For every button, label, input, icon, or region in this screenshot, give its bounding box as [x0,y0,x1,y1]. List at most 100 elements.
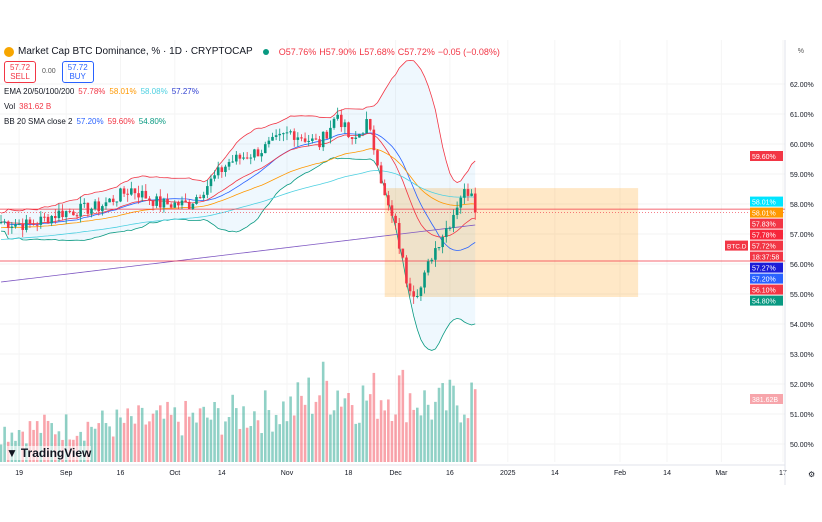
candle [137,185,140,204]
candle [101,204,104,216]
candle-body [216,167,220,176]
candle-body [90,208,93,214]
candle-body [318,139,321,148]
candle [339,109,343,132]
candle [434,241,437,267]
candle-body [75,215,79,217]
symbol-tag: BTC.D [727,244,747,251]
candle-body [21,223,25,230]
candle-body [111,198,115,202]
volume-bar [0,444,3,462]
candle [303,132,307,144]
candle [79,196,82,223]
candle [191,202,195,211]
y-tick-label: 59.00% [790,172,814,179]
candle-body [256,149,260,157]
candle-body [296,137,300,140]
candle [180,196,184,210]
candle [202,191,206,201]
buy-button[interactable]: 57.72 BUY [61,61,94,83]
candle-body [177,202,180,206]
candle-body [144,190,148,199]
candle [169,202,173,209]
candle-body [162,198,166,208]
candle-body [187,201,191,209]
volume-bar [289,396,292,462]
bollinger-band-fill [1,60,476,351]
candle-body [448,227,452,229]
volume-bar [108,426,111,462]
candle-body [133,188,137,194]
candle [242,152,245,161]
volume-indicator[interactable]: Vol 381.62 B [4,102,52,111]
volume-bar [397,375,401,462]
candle [0,214,3,225]
candle [238,153,242,165]
tv-logo-icon: ▼ [6,446,18,460]
candle [57,203,61,222]
candle [61,204,64,221]
volume-bar [361,385,365,462]
candle [184,193,187,203]
candle-body [397,223,401,249]
candle-body [441,236,444,248]
candle [10,221,14,234]
candle [332,116,336,130]
candle-body [151,200,155,206]
candle [452,209,455,233]
volume-bar [198,408,202,462]
spread: 0.00 [42,68,56,75]
price-label-bg [750,262,783,273]
y-tick-label: 61.00% [790,112,814,119]
market-status-icon [262,49,269,55]
volume-bar [459,422,463,462]
volume-bar [115,409,119,462]
candle [318,135,321,151]
ema-indicator[interactable]: EMA 20/50/100/200 57.78% 58.01% 58.08% 57.2… [4,87,199,96]
volume-label-bg [750,394,783,404]
volume-bar [245,427,249,462]
candle-body [274,135,278,137]
volume-bar [412,409,415,462]
price-label-bg [750,229,783,240]
candle-body [444,228,448,237]
volume-bar [318,395,321,462]
candle [325,130,329,139]
candle [423,270,426,294]
symbol-title[interactable]: Market Cap BTC Dominance, % · 1D · CRYPT… [18,46,253,57]
bb-indicator[interactable]: BB 20 SMA close 2 57.20% 59.60% 54.80% [4,117,166,126]
candle-body [17,223,21,225]
candle [46,213,50,224]
candle-body [6,221,10,228]
volume-bar [32,429,35,462]
candle-body [28,219,32,224]
volume-bar [191,412,195,462]
volume-bar [416,407,419,462]
candle [82,198,86,208]
volume-bar [93,428,97,462]
volume-bar [46,420,50,462]
candle-body [64,211,68,218]
candle [220,165,224,178]
candle-body [35,224,39,226]
sell-button[interactable]: 57.72 SELL [4,61,37,83]
candle [466,183,470,202]
candle [14,218,17,229]
candle-body [336,114,339,119]
settings-gear-icon[interactable]: ⚙ [808,470,815,479]
candle-body [379,165,383,184]
candle [470,189,473,197]
candle [64,210,68,224]
bb-basis-line [0,132,476,251]
candle-body [82,202,86,204]
candle-body [202,194,206,199]
volume-bar [466,418,470,462]
price-label-bg [750,284,783,295]
candle [213,170,216,182]
candle-body [93,201,97,209]
candle-body [198,197,202,199]
candle [401,248,405,259]
tradingview-logo[interactable]: ▼ TradingView [6,446,92,460]
candle [111,195,115,206]
